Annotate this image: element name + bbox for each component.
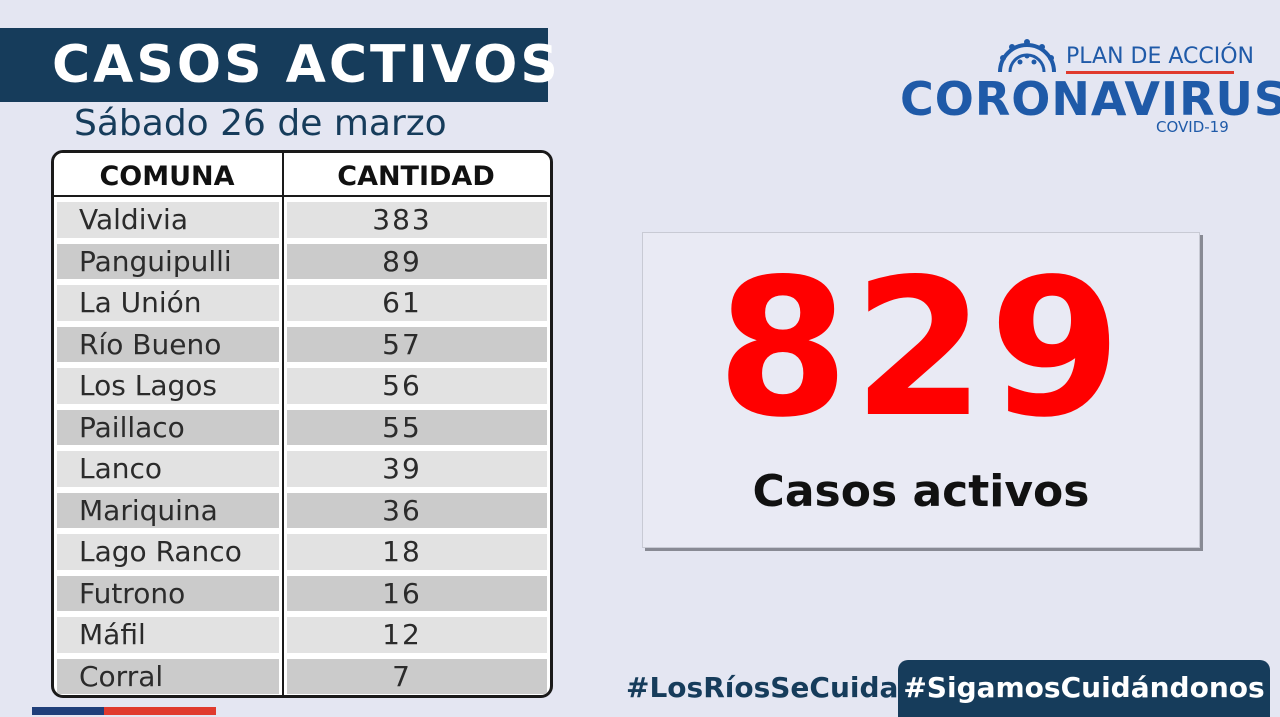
table-row: Valdivia 383 xyxy=(54,199,550,241)
cell-cantidad: 12 xyxy=(287,617,547,653)
date-subtitle: Sábado 26 de marzo xyxy=(74,103,447,144)
cell-cantidad: 7 xyxy=(287,658,547,694)
logo-sub: COVID-19 xyxy=(1156,118,1229,136)
cell-comuna: Panguipulli xyxy=(57,243,279,279)
hashtag-los-rios: #LosRíosSeCuida xyxy=(626,671,899,704)
logo-name: CORONAVIRUS xyxy=(900,72,1280,126)
table-row: Panguipulli 89 xyxy=(54,241,550,283)
table-row: Futrono 16 xyxy=(54,573,550,615)
table-header: COMUNA CANTIDAD xyxy=(54,153,550,197)
total-card: 829 Casos activos xyxy=(642,232,1200,548)
cell-comuna: Río Bueno xyxy=(57,326,279,362)
cell-cantidad: 36 xyxy=(287,492,547,528)
table-body: Valdivia 383 Panguipulli 89 La Unión 61 … xyxy=(54,199,550,696)
hashtag-banner: #SigamosCuidándonos xyxy=(898,660,1270,717)
cell-comuna: La Unión xyxy=(57,285,279,321)
title-bar xyxy=(0,28,548,102)
cell-comuna: Futrono xyxy=(57,575,279,611)
table-row: Río Bueno 57 xyxy=(54,324,550,366)
coronavirus-icon xyxy=(994,34,1060,74)
cell-comuna: Corral xyxy=(57,658,279,694)
logo-plan-text: PLAN DE ACCIÓN xyxy=(1066,44,1255,69)
cell-cantidad: 57 xyxy=(287,326,547,362)
footer-stripe-red xyxy=(104,707,216,715)
table-row: Los Lagos 56 xyxy=(54,365,550,407)
cases-table: COMUNA CANTIDAD Valdivia 383 Panguipulli… xyxy=(51,150,553,698)
cell-cantidad: 56 xyxy=(287,368,547,404)
header-divider xyxy=(54,195,550,197)
cell-comuna: Máfil xyxy=(57,617,279,653)
cell-cantidad: 39 xyxy=(287,451,547,487)
footer-stripe-blue xyxy=(32,707,104,715)
table-row: Lago Ranco 18 xyxy=(54,531,550,573)
cell-comuna: Lago Ranco xyxy=(57,534,279,570)
cell-comuna: Lanco xyxy=(57,451,279,487)
cell-cantidad: 61 xyxy=(287,285,547,321)
column-header-comuna: COMUNA xyxy=(99,161,235,192)
column-divider xyxy=(282,153,284,695)
cell-comuna: Valdivia xyxy=(57,202,279,238)
total-label: Casos activos xyxy=(752,466,1090,517)
cell-comuna: Paillaco xyxy=(57,409,279,445)
table-row: La Unión 61 xyxy=(54,282,550,324)
table-row: Corral 7 xyxy=(54,656,550,696)
cell-cantidad: 18 xyxy=(287,534,547,570)
table-row: Mariquina 36 xyxy=(54,490,550,532)
column-header-cantidad: CANTIDAD xyxy=(337,161,495,192)
logo-underline xyxy=(1066,71,1234,74)
table-row: Paillaco 55 xyxy=(54,407,550,449)
cell-comuna: Mariquina xyxy=(57,492,279,528)
cell-cantidad: 89 xyxy=(287,243,547,279)
table-row: Lanco 39 xyxy=(54,448,550,490)
coronavirus-logo: PLAN DE ACCIÓN CORONAVIRUS COVID-19 xyxy=(900,32,1280,142)
cell-cantidad: 16 xyxy=(287,575,547,611)
cell-cantidad: 55 xyxy=(287,409,547,445)
total-active-cases: 829 xyxy=(716,238,1126,459)
hashtag-sigamos: #SigamosCuidándonos xyxy=(903,671,1265,704)
cell-comuna: Los Lagos xyxy=(57,368,279,404)
table-row: Máfil 12 xyxy=(54,614,550,656)
cell-cantidad: 383 xyxy=(287,202,547,238)
page-title: CASOS ACTIVOS xyxy=(52,35,561,95)
